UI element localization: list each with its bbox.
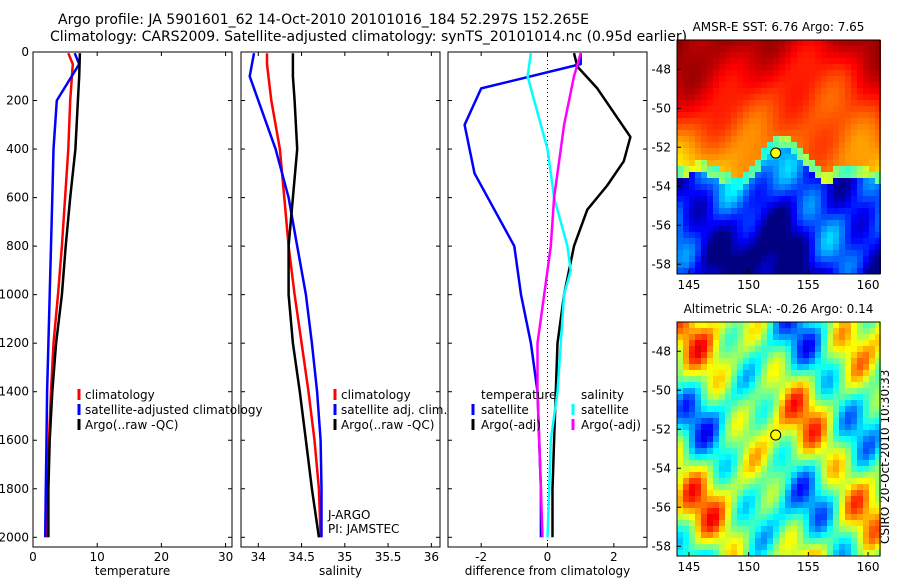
x-tick-label: 10	[90, 550, 105, 564]
series-line-argo-raw-qc-	[47, 53, 82, 538]
legend-label: climatology	[85, 388, 155, 402]
y-tick-label: -56	[651, 500, 671, 514]
x-tick-label: 35.5	[375, 550, 402, 564]
x-tick-label: 2	[610, 550, 618, 564]
legend-label: Argo(-adj)	[581, 418, 641, 432]
y-tick-label: -48	[651, 62, 671, 76]
series-line-salinity-argo-adj-	[536, 52, 582, 538]
sst-map-frame	[676, 39, 881, 275]
legend-label: satellite	[581, 403, 629, 417]
argo-position-marker	[770, 147, 782, 159]
x-tick-label: 0	[29, 550, 37, 564]
sla-map: Altimetric SLA: -0.26 Argo: 0.14 145 150 15…	[651, 302, 881, 574]
series-line-climatology	[265, 53, 322, 538]
x-tick-label: 150	[737, 278, 760, 292]
y-tick-label: 400	[6, 142, 29, 156]
x-tick-label: 160	[857, 278, 880, 292]
series-line-satellite-adj-clim-	[248, 52, 323, 538]
y-tick-label: 200	[6, 94, 29, 108]
y-tick-label: -52	[651, 140, 671, 154]
x-axis-label: difference from climatology	[465, 564, 631, 578]
x-tick-label: 30	[218, 550, 233, 564]
salinity-frame	[240, 51, 441, 548]
y-tick-label: 0	[21, 45, 29, 59]
y-tick-label: 600	[6, 191, 29, 205]
y-tick-label: -50	[651, 101, 671, 115]
y-tick-label: -58	[651, 539, 671, 553]
x-tick-label: 0	[544, 550, 552, 564]
y-tick-label: -58	[651, 257, 671, 271]
legend-label: climatology	[341, 388, 411, 402]
y-tick-label: 1400	[0, 385, 29, 399]
series-line-climatology	[45, 52, 75, 538]
x-tick-label: 34.5	[288, 550, 315, 564]
y-tick-label: 2000	[0, 530, 29, 544]
y-tick-label: 1200	[0, 336, 29, 350]
legend-label: satellite adj. clim.	[341, 403, 447, 417]
series-line-temperature-argo-adj-	[551, 52, 632, 538]
series-line-argo-raw-qc-	[287, 53, 321, 538]
map-title: AMSR-E SST: 6.76 Argo: 7.65	[693, 20, 865, 34]
x-axis-label: salinity	[319, 564, 362, 578]
x-tick-label: 36	[424, 550, 439, 564]
salinity-panel: 34 34.5 35 35.5 36 salinity climatologysatelli…	[240, 51, 447, 578]
x-tick-label: 20	[154, 550, 169, 564]
y-tick-label: 1800	[0, 482, 29, 496]
legend-header: temperature	[481, 388, 556, 402]
x-tick-label: 34	[251, 550, 266, 564]
annotation-text: PI: JAMSTEC	[328, 522, 399, 536]
legend-label: Argo(..raw -QC)	[341, 418, 434, 432]
map-title: Altimetric SLA: -0.26 Argo: 0.14	[684, 302, 874, 316]
x-axis-label: temperature	[95, 564, 170, 578]
sst-map: AMSR-E SST: 6.76 Argo: 7.65 145 150 155 160 -…	[651, 20, 881, 292]
x-tick-label: 150	[737, 560, 760, 574]
x-tick-label: 155	[797, 560, 820, 574]
legend-label: satellite	[481, 403, 529, 417]
sla-map-cells	[677, 322, 881, 556]
x-tick-label: 145	[677, 278, 700, 292]
x-tick-label: 35	[337, 550, 352, 564]
legend-header: salinity	[581, 388, 624, 402]
y-tick-label: -48	[651, 344, 671, 358]
temperature-frame	[32, 51, 233, 548]
figure-title-line1: Argo profile: JA 5901601_62 14-Oct-2010 …	[58, 12, 589, 28]
sst-map-cells	[677, 40, 881, 274]
y-tick-label: -52	[651, 422, 671, 436]
argo-position-marker	[770, 429, 782, 441]
y-tick-label: -50	[651, 383, 671, 397]
temperature-panel: 0 10 20 30 0 200 400 600 800 1000 1200 1400 1600 1800…	[0, 45, 263, 578]
x-tick-label: 160	[857, 560, 880, 574]
x-tick-label: 145	[677, 560, 700, 574]
annotation-text: J-ARGO	[327, 508, 370, 522]
y-tick-label: 800	[6, 239, 29, 253]
figure-title-line2: Climatology: CARS2009. Satellite-adjuste…	[50, 29, 688, 45]
series-line-salinity-satellite	[526, 53, 572, 538]
legend-label: Argo(..raw -QC)	[85, 418, 178, 432]
y-tick-label: -54	[651, 179, 671, 193]
x-tick-label: -2	[475, 550, 487, 564]
y-tick-label: -56	[651, 218, 671, 232]
y-tick-label: 1000	[0, 288, 29, 302]
legend-label: satellite-adjusted climatology	[85, 403, 263, 417]
series-line-satellite-adjusted-climatology	[43, 52, 81, 538]
y-tick-label: -54	[651, 461, 671, 475]
legend-label: Argo(-adj)	[481, 418, 541, 432]
sla-map-frame	[676, 321, 881, 557]
x-tick-label: 155	[797, 278, 820, 292]
y-tick-label: 1600	[0, 433, 29, 447]
